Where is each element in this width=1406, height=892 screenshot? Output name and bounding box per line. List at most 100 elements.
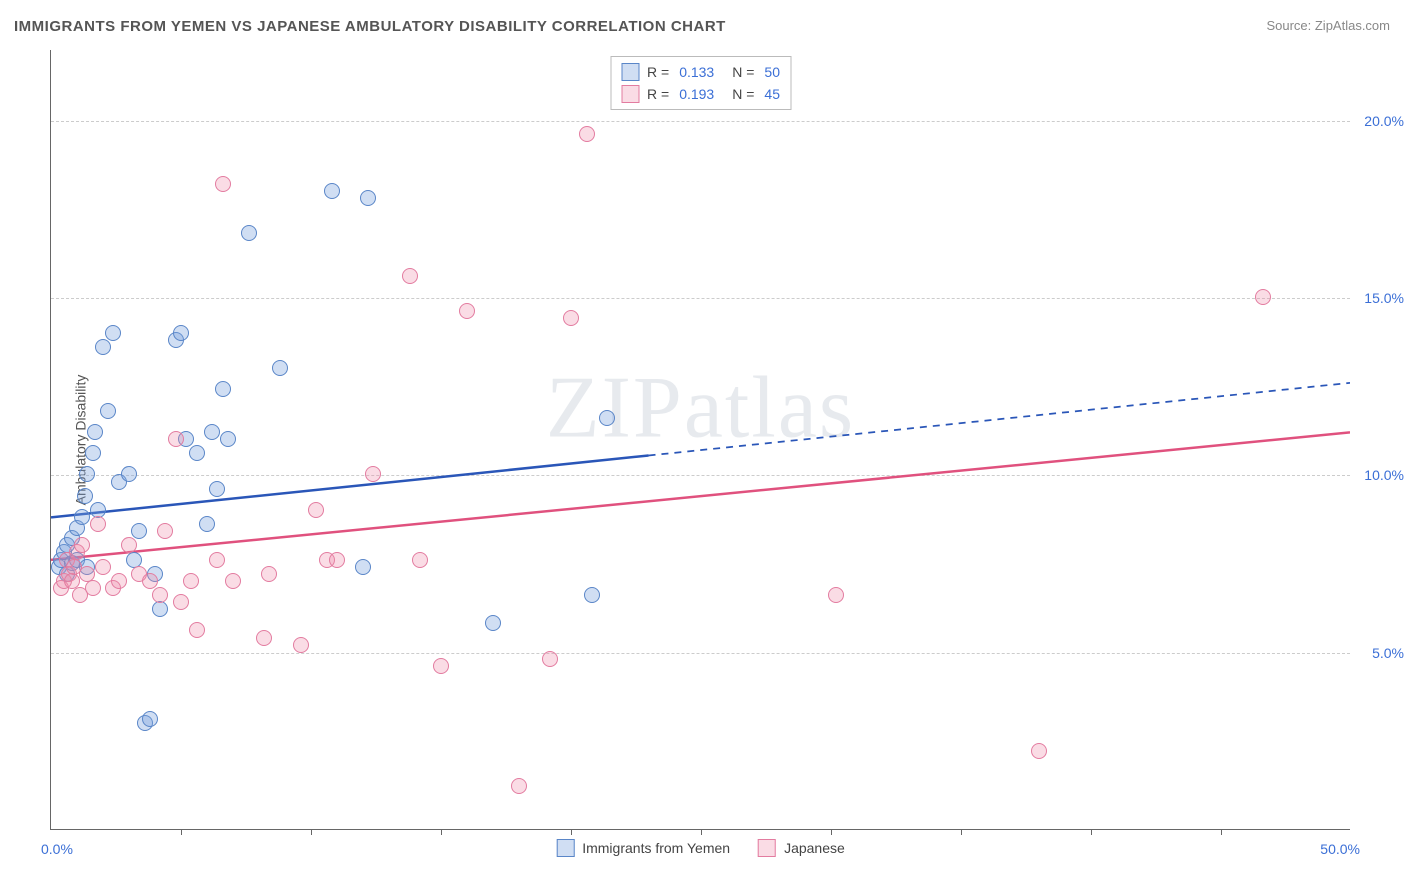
- gridline: [51, 475, 1350, 476]
- data-point-yemen: [79, 466, 95, 482]
- trend-lines-layer: [51, 50, 1350, 829]
- data-point-japanese: [173, 594, 189, 610]
- data-point-yemen: [100, 403, 116, 419]
- data-point-japanese: [365, 466, 381, 482]
- data-point-japanese: [121, 537, 137, 553]
- data-point-japanese: [511, 778, 527, 794]
- x-axis-min-label: 0.0%: [41, 841, 73, 857]
- legend-item-yemen: Immigrants from Yemen: [556, 839, 730, 857]
- y-tick-label: 20.0%: [1364, 113, 1404, 129]
- data-point-japanese: [828, 587, 844, 603]
- x-tick: [961, 829, 962, 835]
- data-point-japanese: [157, 523, 173, 539]
- correlation-legend: R = 0.133 N = 50 R = 0.193 N = 45: [610, 56, 791, 110]
- y-tick-label: 15.0%: [1364, 290, 1404, 306]
- data-point-japanese: [433, 658, 449, 674]
- data-point-yemen: [209, 481, 225, 497]
- series-label-yemen: Immigrants from Yemen: [582, 840, 730, 856]
- data-point-yemen: [131, 523, 147, 539]
- source-link[interactable]: ZipAtlas.com: [1315, 18, 1390, 33]
- trend-line-japanese: [51, 432, 1350, 559]
- data-point-yemen: [189, 445, 205, 461]
- data-point-japanese: [293, 637, 309, 653]
- x-tick: [571, 829, 572, 835]
- data-point-yemen: [324, 183, 340, 199]
- data-point-japanese: [111, 573, 127, 589]
- data-point-japanese: [402, 268, 418, 284]
- n-label: N =: [732, 86, 754, 102]
- x-tick: [311, 829, 312, 835]
- data-point-yemen: [95, 339, 111, 355]
- trend-line-yemen: [51, 456, 649, 518]
- data-point-japanese: [90, 516, 106, 532]
- data-point-japanese: [261, 566, 277, 582]
- data-point-yemen: [152, 601, 168, 617]
- data-point-yemen: [599, 410, 615, 426]
- gridline: [51, 121, 1350, 122]
- data-point-japanese: [152, 587, 168, 603]
- x-tick: [831, 829, 832, 835]
- watermark: ZIPatlas: [546, 358, 855, 459]
- data-point-japanese: [209, 552, 225, 568]
- data-point-japanese: [183, 573, 199, 589]
- legend-row-japanese: R = 0.193 N = 45: [621, 83, 780, 105]
- data-point-japanese: [225, 573, 241, 589]
- swatch-yemen: [556, 839, 574, 857]
- data-point-japanese: [85, 580, 101, 596]
- data-point-yemen: [142, 711, 158, 727]
- data-point-yemen: [204, 424, 220, 440]
- data-point-japanese: [168, 431, 184, 447]
- x-tick: [1221, 829, 1222, 835]
- data-point-japanese: [1031, 743, 1047, 759]
- data-point-japanese: [563, 310, 579, 326]
- data-point-yemen: [485, 615, 501, 631]
- trend-line-extrapolated-yemen: [649, 383, 1350, 456]
- r-value-yemen: 0.133: [679, 64, 714, 80]
- data-point-yemen: [121, 466, 137, 482]
- data-point-yemen: [105, 325, 121, 341]
- source-prefix: Source:: [1266, 18, 1314, 33]
- data-point-yemen: [272, 360, 288, 376]
- data-point-japanese: [74, 537, 90, 553]
- r-value-japanese: 0.193: [679, 86, 714, 102]
- data-point-japanese: [95, 559, 111, 575]
- data-point-japanese: [459, 303, 475, 319]
- data-point-japanese: [412, 552, 428, 568]
- y-tick-label: 5.0%: [1372, 645, 1404, 661]
- chart-title: IMMIGRANTS FROM YEMEN VS JAPANESE AMBULA…: [14, 18, 726, 35]
- x-tick: [1091, 829, 1092, 835]
- r-label: R =: [647, 64, 669, 80]
- data-point-yemen: [355, 559, 371, 575]
- x-tick: [701, 829, 702, 835]
- data-point-yemen: [360, 190, 376, 206]
- legend-row-yemen: R = 0.133 N = 50: [621, 61, 780, 83]
- data-point-japanese: [215, 176, 231, 192]
- data-point-yemen: [77, 488, 93, 504]
- swatch-japanese: [758, 839, 776, 857]
- n-value-japanese: 45: [764, 86, 780, 102]
- data-point-yemen: [215, 381, 231, 397]
- swatch-yemen: [621, 63, 639, 81]
- data-point-yemen: [74, 509, 90, 525]
- data-point-yemen: [220, 431, 236, 447]
- x-tick: [181, 829, 182, 835]
- gridline: [51, 653, 1350, 654]
- data-point-yemen: [173, 325, 189, 341]
- y-tick-label: 10.0%: [1364, 467, 1404, 483]
- data-point-japanese: [542, 651, 558, 667]
- n-label: N =: [732, 64, 754, 80]
- swatch-japanese: [621, 85, 639, 103]
- data-point-japanese: [142, 573, 158, 589]
- y-axis-label: Ambulatory Disability: [72, 374, 88, 505]
- data-point-japanese: [1255, 289, 1271, 305]
- data-point-japanese: [189, 622, 205, 638]
- x-tick: [441, 829, 442, 835]
- x-axis-max-label: 50.0%: [1320, 841, 1360, 857]
- series-legend: Immigrants from Yemen Japanese: [556, 839, 845, 857]
- data-point-japanese: [256, 630, 272, 646]
- data-point-japanese: [579, 126, 595, 142]
- plot-area: Ambulatory Disability ZIPatlas 5.0%10.0%…: [50, 50, 1350, 830]
- data-point-japanese: [329, 552, 345, 568]
- data-point-yemen: [584, 587, 600, 603]
- data-point-japanese: [308, 502, 324, 518]
